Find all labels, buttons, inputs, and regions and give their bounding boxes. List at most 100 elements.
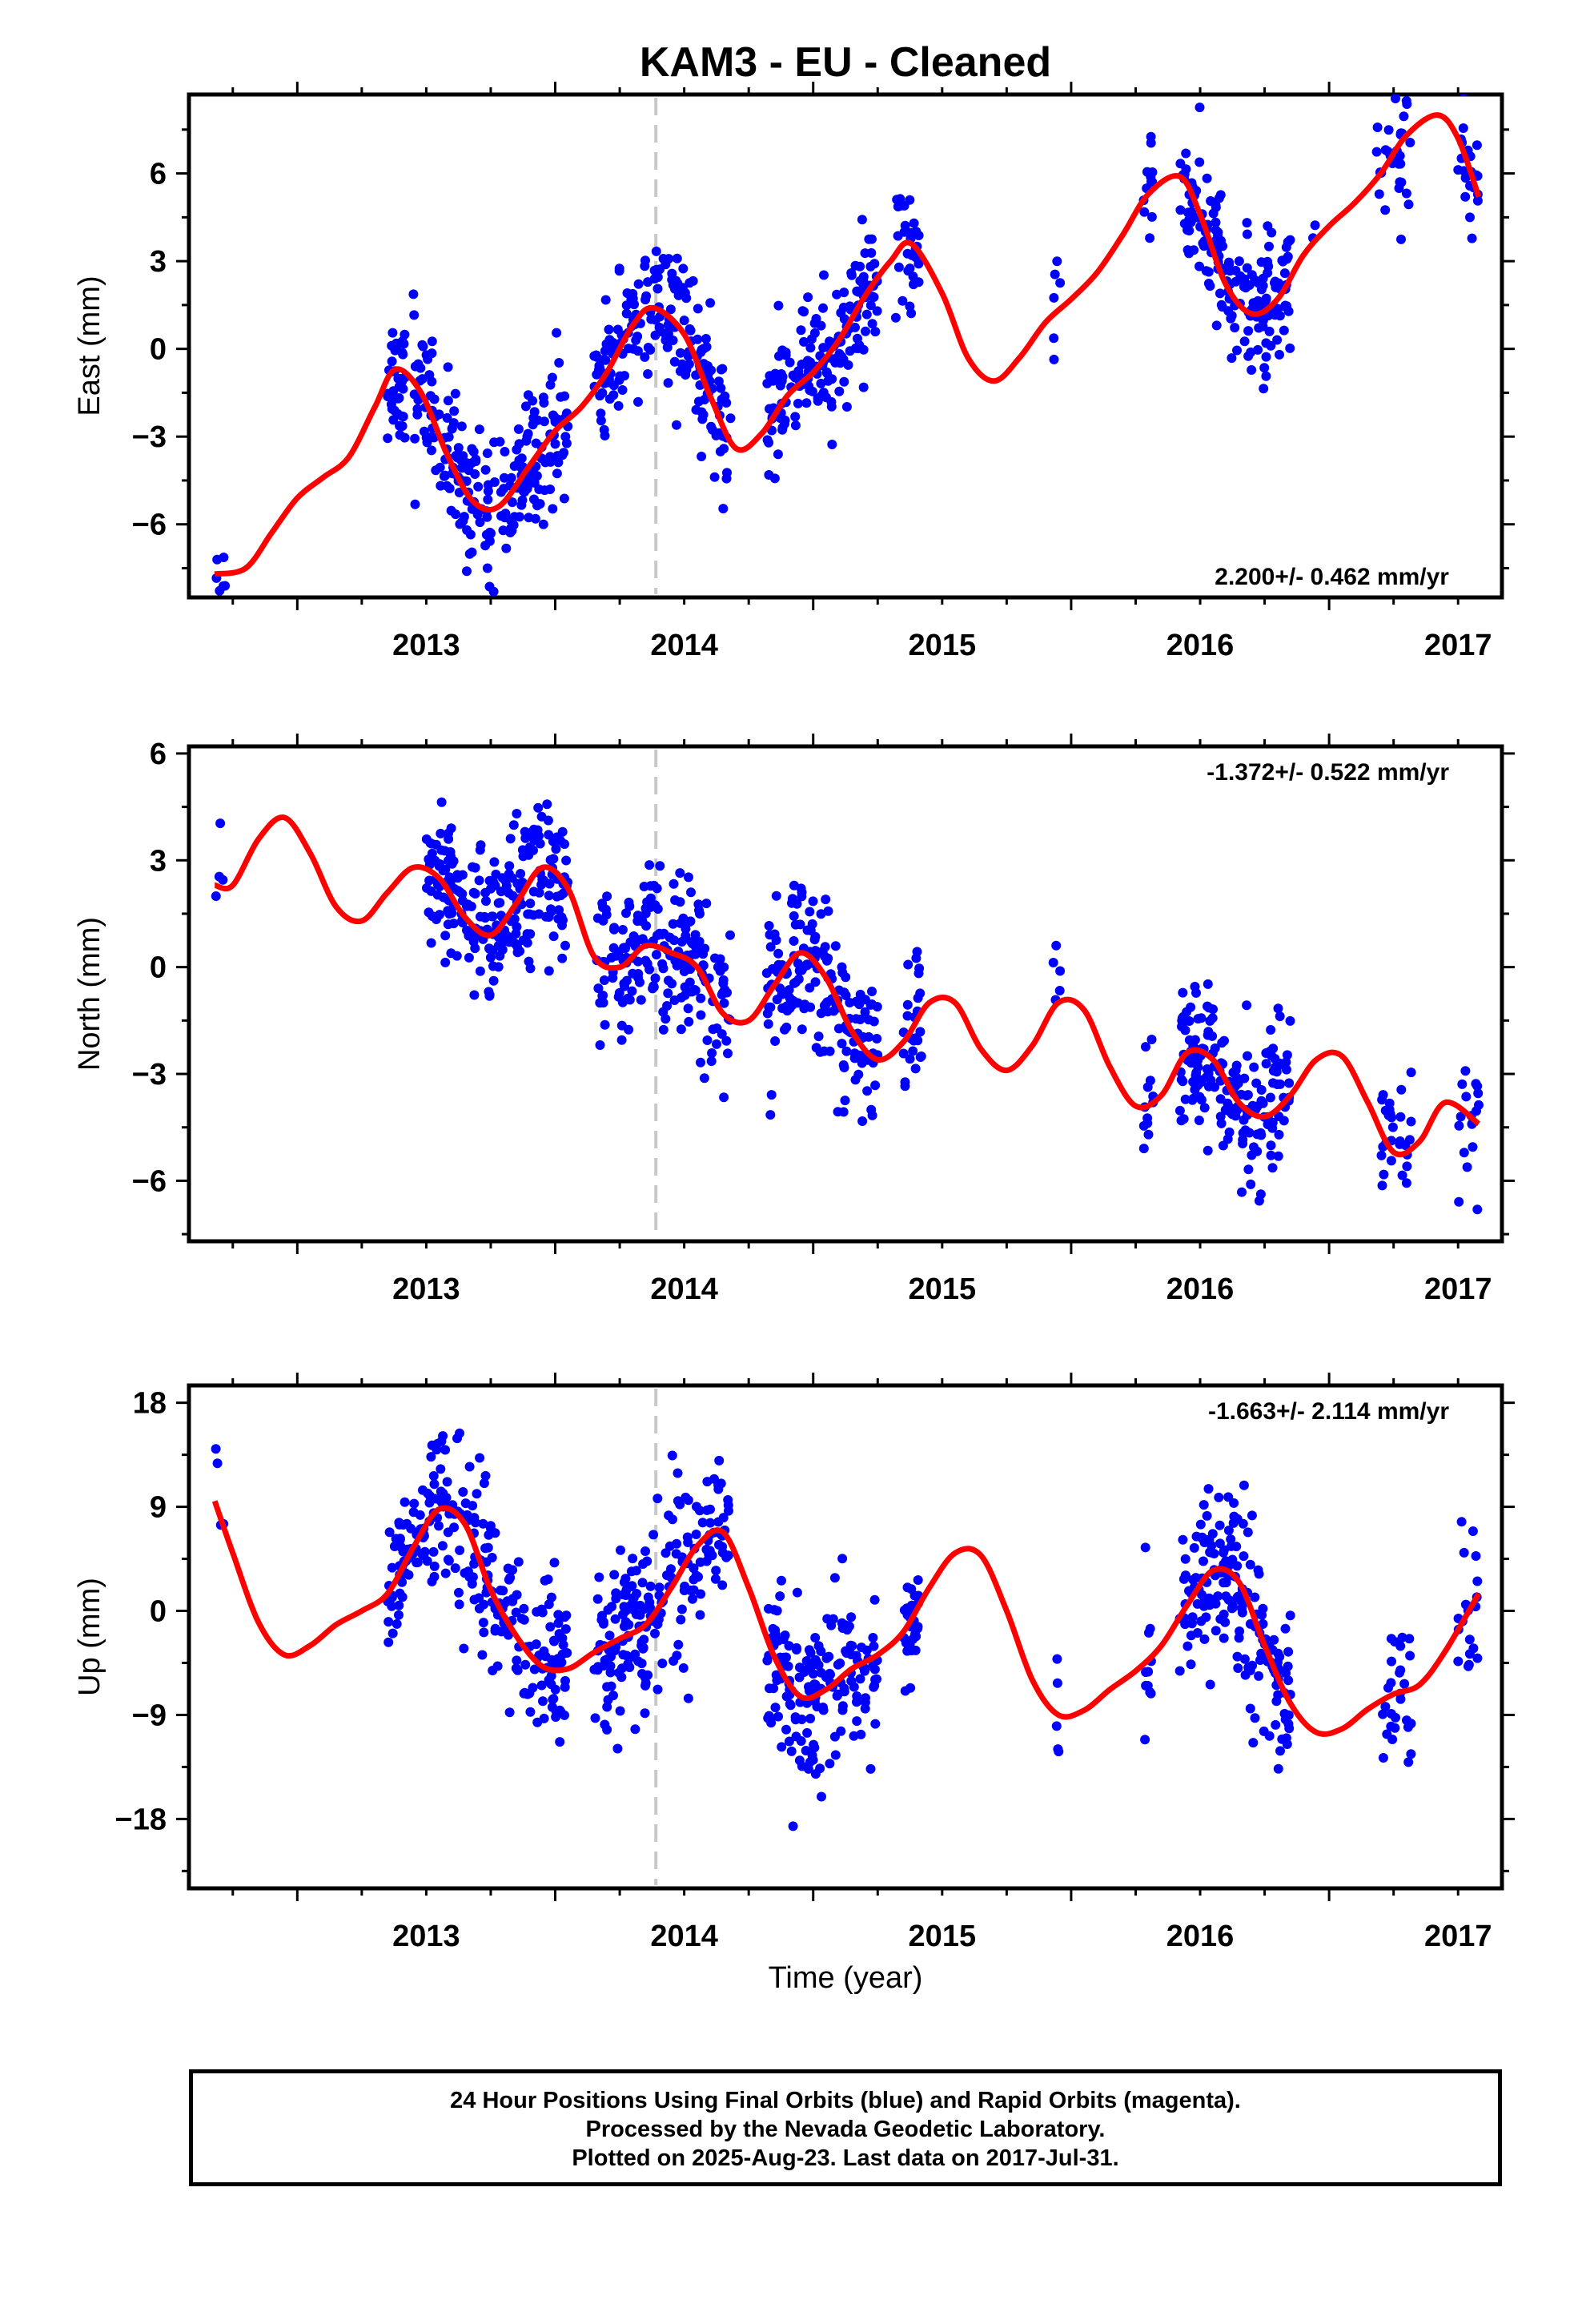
data-point xyxy=(1052,1654,1062,1664)
data-point xyxy=(1254,1196,1264,1206)
data-point xyxy=(652,272,663,283)
data-point xyxy=(693,396,704,407)
data-point xyxy=(1238,1135,1248,1145)
data-point xyxy=(1245,1559,1255,1570)
data-point xyxy=(424,854,434,864)
data-point xyxy=(1242,1091,1251,1101)
data-point xyxy=(557,953,568,963)
data-point xyxy=(1247,1510,1257,1521)
data-point xyxy=(701,334,711,344)
data-point xyxy=(1261,293,1271,304)
data-point xyxy=(697,1518,708,1528)
data-point xyxy=(794,1672,805,1683)
data-point xyxy=(780,415,790,425)
data-point xyxy=(1203,1030,1213,1040)
data-point xyxy=(766,1090,777,1100)
data-point xyxy=(1387,1656,1396,1667)
data-point xyxy=(1254,1569,1264,1579)
data-point xyxy=(592,913,603,923)
data-point xyxy=(842,1625,853,1635)
data-point xyxy=(417,374,428,384)
data-point xyxy=(1186,207,1197,217)
data-points xyxy=(211,797,1484,1215)
data-point xyxy=(1215,1094,1226,1104)
data-point xyxy=(799,307,809,317)
data-point xyxy=(1146,211,1157,222)
data-point xyxy=(1233,1078,1243,1088)
y-tick-label: 18 xyxy=(133,1387,167,1421)
data-point xyxy=(1406,1068,1416,1078)
data-point xyxy=(505,834,516,844)
data-point xyxy=(681,1492,691,1502)
data-point xyxy=(701,899,712,909)
data-point xyxy=(1283,1661,1293,1671)
data-point xyxy=(633,279,644,289)
data-point xyxy=(604,1630,615,1641)
data-point xyxy=(803,292,813,303)
x-tick-label: 2016 xyxy=(1166,1273,1235,1306)
data-point xyxy=(704,1550,714,1560)
data-point xyxy=(612,1743,623,1754)
data-point xyxy=(478,1518,488,1529)
data-point xyxy=(707,424,717,435)
data-point xyxy=(626,1582,636,1592)
data-point xyxy=(1376,1150,1387,1160)
data-point xyxy=(681,931,691,941)
data-point xyxy=(908,1046,918,1056)
data-point xyxy=(551,844,561,854)
data-point xyxy=(513,1557,524,1567)
data-point xyxy=(1196,1616,1207,1626)
data-point xyxy=(1460,1066,1471,1076)
data-point xyxy=(772,995,782,1005)
data-point xyxy=(394,1610,404,1620)
data-point xyxy=(818,303,828,313)
data-point xyxy=(1227,311,1237,321)
data-point xyxy=(545,380,556,390)
data-point xyxy=(830,941,841,951)
data-point xyxy=(839,1063,849,1072)
data-point xyxy=(1146,172,1156,182)
data-point xyxy=(1215,1538,1225,1549)
data-point xyxy=(765,942,776,952)
data-point xyxy=(635,1610,645,1620)
data-point xyxy=(906,1600,917,1610)
chart-title: KAM3 - EU - Cleaned xyxy=(640,39,1051,86)
data-point xyxy=(645,1581,656,1591)
data-point xyxy=(476,840,486,850)
data-point xyxy=(387,328,398,338)
data-point xyxy=(652,283,663,294)
data-point xyxy=(666,1564,676,1574)
plot-frame xyxy=(187,1383,1504,1891)
data-point xyxy=(645,893,656,903)
data-point xyxy=(1175,205,1186,215)
data-point xyxy=(1378,1753,1388,1763)
data-point xyxy=(442,1477,452,1487)
data-point xyxy=(475,1453,485,1463)
data-point xyxy=(893,262,904,272)
data-point xyxy=(462,458,472,468)
data-point xyxy=(1377,1180,1387,1191)
data-point xyxy=(1232,345,1242,356)
data-point xyxy=(822,368,832,379)
data-point xyxy=(447,423,457,433)
data-point xyxy=(1231,1542,1242,1552)
data-point xyxy=(383,433,393,444)
north-panel: 2013 2014 2015 2016 2017 −6 −3 0 3 6 North (mm) -1.… xyxy=(73,734,1515,1306)
data-point xyxy=(802,960,813,971)
data-point xyxy=(1182,1641,1193,1651)
data-point xyxy=(428,1471,439,1481)
data-point xyxy=(855,261,865,271)
data-point xyxy=(539,398,549,408)
data-point xyxy=(558,1640,568,1650)
data-point xyxy=(426,1452,436,1462)
data-point xyxy=(1189,245,1199,255)
data-point xyxy=(1379,1169,1389,1180)
data-point xyxy=(490,1623,500,1634)
data-point xyxy=(902,248,913,259)
data-point xyxy=(846,1676,857,1687)
data-point xyxy=(560,391,570,401)
data-point xyxy=(643,343,653,352)
data-point xyxy=(638,1559,648,1569)
data-point xyxy=(1215,288,1225,299)
data-point xyxy=(1285,1015,1295,1026)
